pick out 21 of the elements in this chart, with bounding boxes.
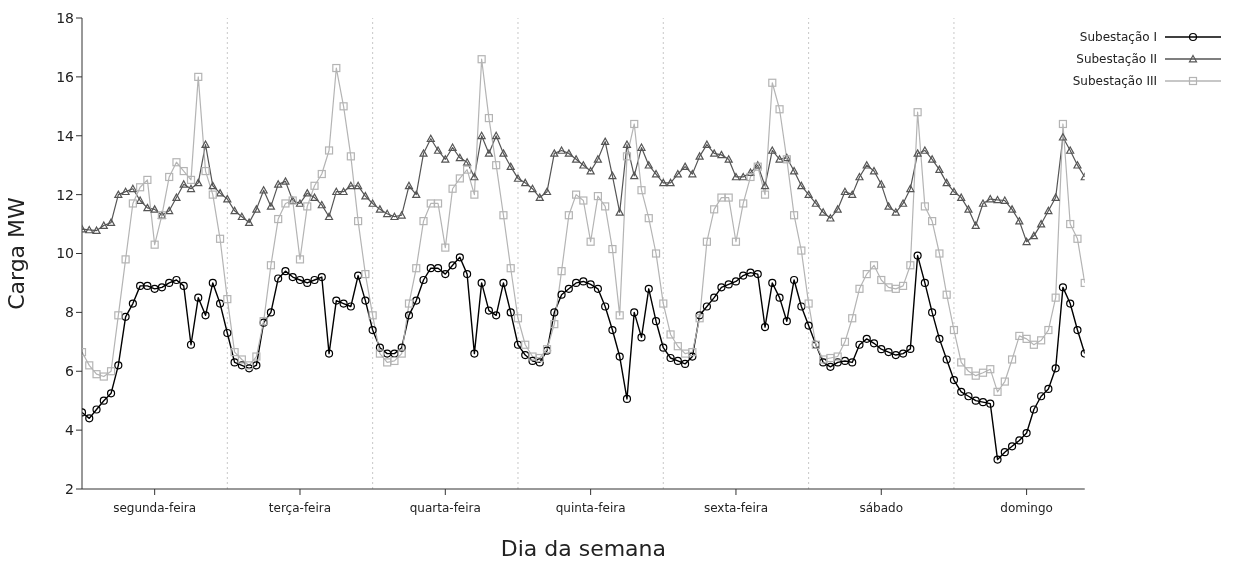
x-tick-label: domingo: [1000, 500, 1053, 515]
x-tick-label: quinta-feira: [555, 500, 626, 515]
x-tick-label: terça-feira: [268, 500, 332, 515]
y-tick-label: 6: [65, 363, 75, 380]
x-tick-label: sábado: [859, 500, 904, 515]
legend-label: Subestação I: [1079, 30, 1157, 44]
x-tick-label: segunda-feira: [113, 500, 197, 515]
legend-label: Subestação II: [1076, 52, 1157, 66]
y-tick-label: 4: [65, 422, 75, 439]
legend-label: Subestação III: [1072, 74, 1157, 88]
x-tick-label: sexta-feira: [703, 500, 769, 515]
x-axis-title: Dia da semana: [500, 536, 667, 561]
y-tick-label: 2: [65, 480, 74, 497]
y-tick-label: 10: [56, 245, 74, 262]
y-tick-label: 12: [56, 186, 74, 203]
y-tick-label: 16: [56, 68, 75, 85]
y-tick-label: 8: [65, 304, 74, 321]
y-axis-title: Carga MW: [3, 196, 29, 310]
y-tick-label: 18: [56, 9, 74, 26]
x-tick-label: quarta-feira: [409, 500, 481, 515]
y-tick-label: 14: [56, 127, 75, 144]
